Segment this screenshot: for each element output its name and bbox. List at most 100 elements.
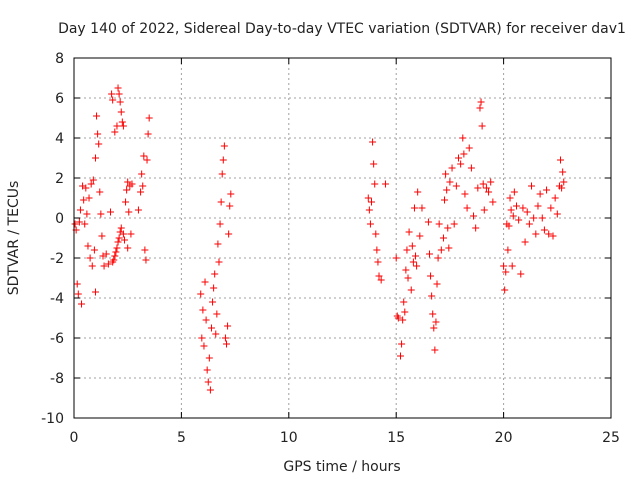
data-point [95, 140, 103, 148]
data-point [427, 272, 435, 280]
data-point [428, 292, 436, 300]
data-point [414, 188, 422, 196]
y-tick-label: 6 [55, 91, 64, 107]
data-point [82, 184, 90, 192]
data-point [487, 178, 495, 186]
data-point [91, 154, 99, 162]
data-point [227, 190, 235, 198]
data-point [407, 286, 415, 294]
data-point [399, 316, 407, 324]
data-point [204, 378, 212, 386]
data-point [143, 156, 151, 164]
data-point [434, 254, 442, 262]
data-point [199, 306, 207, 314]
data-point [450, 220, 458, 228]
data-point [86, 254, 94, 262]
data-point [506, 194, 514, 202]
data-point [430, 324, 438, 332]
data-point [435, 220, 443, 228]
data-point [85, 194, 93, 202]
data-point [114, 84, 122, 92]
data-point [560, 178, 568, 186]
data-point [198, 334, 206, 342]
data-point [558, 184, 566, 192]
data-point [418, 204, 426, 212]
data-point [369, 138, 377, 146]
y-tick-label: -8 [50, 371, 64, 387]
data-point [476, 104, 484, 112]
data-point [505, 222, 513, 230]
data-point [145, 114, 153, 122]
data-point [467, 164, 475, 172]
data-point [371, 180, 379, 188]
data-point [372, 230, 380, 238]
data-point [489, 198, 497, 206]
data-point [139, 182, 147, 190]
x-tick-label: 0 [70, 430, 79, 446]
data-point [457, 160, 465, 168]
data-point [107, 208, 115, 216]
data-point [512, 202, 520, 210]
data-point [448, 164, 456, 172]
data-point [373, 246, 381, 254]
data-point [115, 90, 123, 98]
data-point [482, 184, 490, 192]
data-point [536, 190, 544, 198]
data-point [367, 198, 375, 206]
data-point [210, 284, 218, 292]
data-point [408, 242, 416, 250]
data-point [96, 188, 104, 196]
y-tick-label: -10 [41, 411, 64, 427]
data-point [206, 386, 214, 394]
data-point [214, 240, 222, 248]
data-point [112, 248, 120, 256]
data-point [433, 280, 441, 288]
data-point [557, 156, 565, 164]
data-point [127, 230, 135, 238]
plot-frame [73, 57, 612, 419]
data-point [413, 262, 421, 270]
data-point [480, 206, 488, 214]
data-point [416, 232, 424, 240]
data-point [515, 216, 523, 224]
data-point [209, 298, 217, 306]
data-point [88, 262, 96, 270]
data-point [431, 346, 439, 354]
data-point [197, 290, 205, 298]
data-point [509, 212, 517, 220]
data-point [200, 342, 208, 350]
data-point [212, 330, 220, 338]
data-point [220, 142, 228, 150]
data-point [429, 310, 437, 318]
data-point [141, 246, 149, 254]
data-point [102, 250, 110, 258]
data-point [142, 256, 150, 264]
data-point [500, 262, 508, 270]
data-point [547, 204, 555, 212]
data-point [454, 154, 462, 162]
data-point [425, 250, 433, 258]
data-point [84, 242, 92, 250]
data-point [508, 262, 516, 270]
data-point [523, 208, 531, 216]
data-point [432, 318, 440, 326]
data-point [366, 220, 374, 228]
data-point [111, 128, 119, 136]
data-point [211, 270, 219, 278]
x-tick-label: 15 [387, 430, 405, 446]
data-point [445, 244, 453, 252]
data-point [221, 334, 229, 342]
y-axis-label: SDTVAR / TECUs [6, 181, 22, 296]
data-point [108, 90, 116, 98]
data-point [219, 156, 227, 164]
data-point [81, 220, 89, 228]
data-point [439, 234, 447, 242]
data-point [113, 244, 121, 252]
data-point [217, 198, 225, 206]
data-point [201, 278, 209, 286]
data-point [223, 340, 231, 348]
grid-layer [74, 58, 611, 418]
data-point [441, 196, 449, 204]
data-point [215, 258, 223, 266]
